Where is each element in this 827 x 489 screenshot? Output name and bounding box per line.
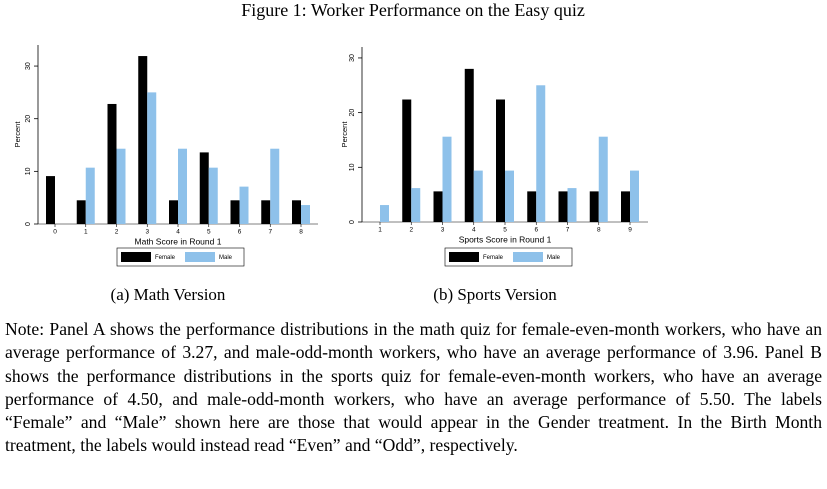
x-tick-label: 3 [441,227,445,234]
bar [199,152,209,224]
bar [442,136,452,222]
y-tick-label: 10 [25,167,32,175]
x-tick-label: 1 [84,229,88,236]
legend-label: Female [155,255,176,261]
bar [567,188,577,222]
x-tick-label: 8 [299,229,303,236]
bar [85,167,95,224]
legend-swatch [121,252,151,262]
x-axis-label: Sports Score in Round 1 [459,234,552,244]
y-tick-label: 0 [349,220,356,224]
bar [598,136,608,222]
bar [621,191,630,222]
bar [536,85,546,222]
x-tick-label: 4 [472,227,476,234]
x-axis-label: Math Score in Round 1 [135,236,222,246]
bar [208,167,218,224]
y-tick-label: 20 [349,109,356,117]
x-tick-label: 7 [566,227,570,234]
bar [473,170,483,222]
figure: Figure 1: Worker Performance on the Easy… [13,0,648,304]
y-tick-label: 30 [25,62,32,70]
bar [527,191,537,222]
legend-swatch [185,252,215,262]
bar [169,200,178,224]
legend-label: Female [483,255,504,261]
y-tick-label: 20 [25,115,32,123]
bar [301,205,310,224]
x-tick-label: 0 [53,229,57,236]
bar [292,200,301,224]
legend-label: Male [219,255,233,261]
bar [270,148,280,224]
x-tick-label: 6 [534,227,538,234]
bar [464,68,474,222]
bar [589,191,599,222]
bar [380,205,389,222]
x-tick-label: 9 [628,227,632,234]
bar [107,103,117,224]
bar [138,56,148,225]
legend-swatch [449,252,479,262]
bar [630,170,639,222]
legend-label: Male [547,255,561,261]
bar [411,188,421,222]
x-tick-label: 3 [145,229,149,236]
x-tick-label: 2 [409,227,413,234]
figure-title: Figure 1: Worker Performance on the Easy… [241,0,585,20]
bar [178,148,187,224]
y-tick-label: 0 [25,222,32,226]
panel-caption: (b) Sports Version [433,285,557,304]
x-tick-label: 5 [207,229,211,236]
y-axis-label: Percent [13,121,22,148]
y-axis-label: Percent [340,121,349,148]
bar [147,92,157,224]
x-tick-label: 2 [115,229,119,236]
bar [496,99,505,222]
y-tick-label: 10 [349,163,356,171]
bar [76,200,86,224]
bar [261,200,271,224]
panel-caption: (a) Math Version [111,285,226,304]
bar [116,148,126,224]
x-tick-label: 5 [503,227,507,234]
bar [239,186,249,224]
bar [46,176,55,224]
x-tick-label: 8 [597,227,601,234]
y-tick-label: 30 [349,54,356,62]
legend-swatch [513,252,543,262]
note: Note: Panel A shows the performance dist… [5,319,822,456]
bar [230,200,240,224]
x-tick-label: 1 [378,227,382,234]
bar [505,170,514,222]
x-tick-label: 7 [268,229,272,236]
bar [433,191,443,222]
x-tick-label: 4 [176,229,180,236]
bar [402,99,412,222]
x-tick-label: 6 [238,229,242,236]
bar [558,191,568,222]
